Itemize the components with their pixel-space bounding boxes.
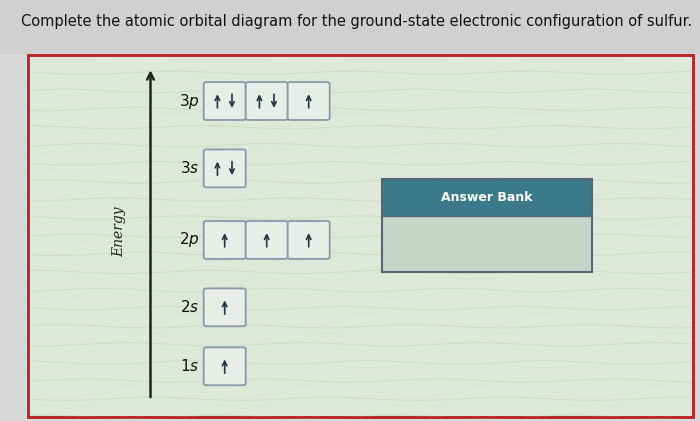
FancyBboxPatch shape [288, 221, 330, 259]
Text: $3s$: $3s$ [180, 160, 200, 176]
FancyBboxPatch shape [204, 221, 246, 259]
Text: $2s$: $2s$ [180, 299, 200, 315]
Bar [0, 0, 700, 55]
FancyBboxPatch shape [414, 226, 456, 264]
Text: $3p$: $3p$ [178, 91, 199, 111]
FancyBboxPatch shape [204, 288, 246, 326]
Bar [28, 55, 693, 417]
Bar [28, 55, 693, 417]
FancyBboxPatch shape [246, 82, 288, 120]
Text: Energy: Energy [112, 206, 126, 257]
Text: $1s$: $1s$ [180, 358, 200, 374]
Text: Complete the atomic orbital diagram for the ground-state electronic configuratio: Complete the atomic orbital diagram for … [21, 14, 692, 29]
Bar [382, 216, 592, 272]
Bar [382, 179, 592, 216]
FancyBboxPatch shape [246, 221, 288, 259]
FancyBboxPatch shape [471, 226, 513, 264]
Bar [382, 179, 592, 272]
FancyBboxPatch shape [204, 149, 246, 187]
FancyBboxPatch shape [204, 347, 246, 385]
Text: $2p$: $2p$ [178, 230, 199, 250]
FancyBboxPatch shape [204, 82, 246, 120]
FancyBboxPatch shape [288, 82, 330, 120]
Text: Answer Bank: Answer Bank [441, 191, 532, 204]
